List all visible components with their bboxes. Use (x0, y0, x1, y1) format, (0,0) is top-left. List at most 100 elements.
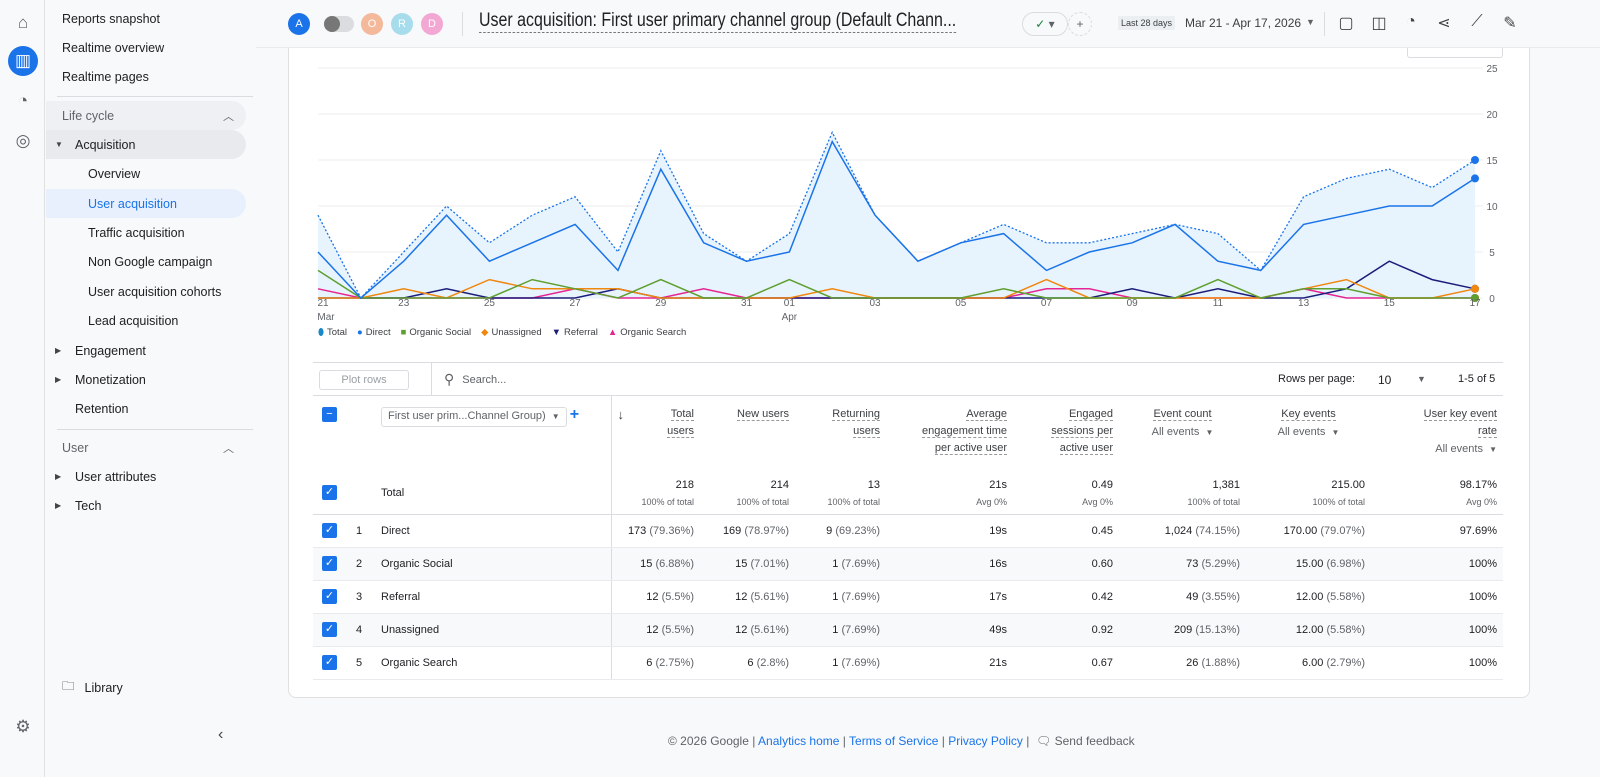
sub-value: 100% of total (1312, 496, 1365, 507)
caret-right-icon: ▶ (55, 375, 62, 384)
terms-link[interactable]: Terms of Service (849, 734, 939, 748)
privacy-link[interactable]: Privacy Policy (948, 734, 1023, 748)
label: User acquisition (88, 196, 177, 211)
value: 16s (989, 557, 1007, 570)
sidebar-item-user-acquisition-cohorts[interactable]: User acquisition cohorts (46, 277, 246, 306)
compare-icon[interactable]: ◫ (1371, 15, 1387, 32)
column-header[interactable]: Event count All events ▼ (1119, 396, 1246, 472)
date-range-picker[interactable]: Mar 21 - Apr 17, 2026 (1185, 16, 1302, 30)
search-input[interactable]: Search... (462, 373, 507, 386)
analytics-home-link[interactable]: Analytics home (758, 734, 840, 748)
table-search[interactable]: ⚲ Search... (431, 363, 731, 396)
row-name[interactable]: Direct (375, 514, 612, 548)
sidebar-item-non-google-campaign[interactable]: Non Google campaign (46, 247, 246, 276)
row-checkbox[interactable]: ✓ (322, 485, 337, 501)
status-check-dropdown[interactable]: ✓ ▾ (1022, 12, 1068, 36)
table-row[interactable]: ✓ 4 Unassigned 12 (5.5%) 12 (5.61%) 1 (7.69%)… (313, 613, 1503, 647)
sidebar-item-retention[interactable]: Retention (46, 394, 246, 423)
value: 12 (646, 623, 659, 636)
comparison-toggle[interactable] (324, 16, 354, 32)
column-header[interactable]: ↓ Total users (611, 396, 700, 472)
edit-icon[interactable]: ✎ (1503, 15, 1517, 32)
share-icon[interactable]: ⋖ (1437, 15, 1451, 32)
add-comparison-button[interactable]: + (1068, 12, 1092, 36)
cell: 100% (1371, 646, 1503, 680)
row-checkbox[interactable]: ✓ (322, 589, 337, 604)
legend-item[interactable]: ◆ Unassigned (481, 327, 541, 338)
metric-filter-dropdown[interactable]: All events ▼ (1377, 441, 1497, 458)
collapse-sidebar-icon[interactable]: ‹ (218, 726, 224, 743)
sidebar-item-user-attributes[interactable]: ▶ User attributes (46, 462, 246, 491)
legend-item[interactable]: ⬮ Total (318, 327, 347, 338)
dimension-selector[interactable]: First user prim...Channel Group) ▼ (381, 406, 567, 427)
advertising-icon[interactable]: ◎ (15, 131, 31, 150)
sidebar-item-library[interactable]: 🗀 Library (46, 673, 246, 702)
row-name[interactable]: Organic Social (375, 547, 612, 581)
comparison-avatar-d[interactable]: D (421, 13, 443, 35)
add-dimension-button[interactable]: + (569, 406, 580, 423)
insights-icon[interactable]: ◔ (1406, 13, 1416, 30)
sidebar-item-acquisition[interactable]: ▼ Acquisition (46, 130, 246, 159)
table-row[interactable]: ✓ 5 Organic Search 6 (2.75%) 6 (2.8%) 1 (7.69… (313, 646, 1503, 680)
comparison-avatar-r[interactable]: R (391, 13, 413, 35)
sidebar-item-realtime-overview[interactable]: Realtime overview (46, 33, 246, 62)
table-row[interactable]: ✓ 2 Organic Social 15 (6.88%) 15 (7.01%) 1 (7… (313, 547, 1503, 581)
row-checkbox[interactable]: ✓ (322, 622, 337, 637)
reports-icon[interactable]: ▥ (8, 46, 38, 76)
legend-item[interactable]: ▼ Referral (552, 327, 598, 338)
metric-filter-dropdown[interactable]: All events ▼ (1125, 424, 1240, 441)
row-checkbox[interactable]: ✓ (322, 523, 337, 538)
sidebar-item-tech[interactable]: ▶ Tech (46, 491, 246, 520)
table-row[interactable]: ✓ 1 Direct 173 (79.36%) 169 (78.97%) 9 (69.23… (313, 514, 1503, 548)
sub-value: Avg 0% (1466, 496, 1497, 507)
row-name[interactable]: Referral (375, 580, 612, 614)
column-header[interactable]: New users (700, 396, 795, 472)
legend-item[interactable]: ■ Organic Social (401, 327, 472, 338)
rows-per-page-select[interactable]: 10 (1378, 373, 1392, 387)
cell: 0.60 (1013, 547, 1119, 581)
page-title[interactable]: User acquisition: First user primary cha… (479, 10, 957, 33)
row-checkbox[interactable]: ✓ (322, 556, 337, 571)
comparison-avatar-a[interactable]: A (288, 13, 310, 35)
anomaly-icon[interactable]: ⟋ (1471, 13, 1483, 30)
sidebar-item-reports-snapshot[interactable]: Reports snapshot (46, 4, 246, 33)
value: 1 (832, 656, 839, 669)
column-header[interactable]: Returning users (795, 396, 886, 472)
legend-item[interactable]: ● Direct (357, 327, 391, 338)
explore-icon[interactable]: ◔ (17, 91, 29, 110)
row-checkbox[interactable]: ✓ (322, 655, 337, 670)
sidebar-item-overview[interactable]: Overview (46, 159, 246, 188)
cell: 15 (7.01%) (700, 547, 795, 581)
select-all-checkbox[interactable]: − (322, 407, 337, 422)
label: Reports snapshot (62, 11, 160, 26)
dropdown-icon: ▼ (1331, 428, 1340, 437)
column-header[interactable]: Key events All events ▼ (1246, 396, 1371, 472)
send-feedback-link[interactable]: Send feedback (1054, 734, 1135, 748)
rows-per-page-dropdown-icon[interactable]: ▼ (1417, 374, 1426, 384)
sort-desc-icon[interactable]: ↓ (617, 407, 625, 422)
section-life-cycle[interactable]: Life cycle ︿ (46, 101, 246, 130)
customize-report-icon[interactable]: ▢ (1338, 15, 1354, 32)
chart-type-selector[interactable] (1407, 42, 1503, 58)
row-name[interactable]: Unassigned (375, 613, 612, 647)
comparison-avatar-o[interactable]: O (361, 13, 383, 35)
row-name[interactable]: Organic Search (375, 646, 612, 680)
sidebar-item-lead-acquisition[interactable]: Lead acquisition (46, 306, 246, 335)
column-header[interactable]: User key event rate All events ▼ (1371, 396, 1503, 472)
column-header[interactable]: Engaged sessions per active user (1013, 396, 1119, 472)
sidebar-item-traffic-acquisition[interactable]: Traffic acquisition (46, 218, 246, 247)
plot-rows-button[interactable]: Plot rows (319, 370, 409, 390)
sidebar-item-user-acquisition[interactable]: User acquisition (46, 189, 246, 218)
value: 21s (989, 478, 1007, 491)
metric-filter-dropdown[interactable]: All events ▼ (1252, 424, 1365, 441)
sidebar-item-engagement[interactable]: ▶ Engagement (46, 336, 246, 365)
table-row[interactable]: ✓ 3 Referral 12 (5.5%) 12 (5.61%) 1 (7.69%) 17… (313, 580, 1503, 614)
date-dropdown-icon[interactable]: ▼ (1306, 17, 1315, 27)
sidebar-item-monetization[interactable]: ▶ Monetization (46, 365, 246, 394)
section-user[interactable]: User ︿ (46, 433, 246, 462)
settings-icon[interactable]: ⚙ (15, 717, 31, 736)
column-header[interactable]: Average engagement time per active user (886, 396, 1013, 472)
legend-item[interactable]: ▲ Organic Search (608, 327, 686, 338)
home-icon[interactable]: ⌂ (17, 13, 29, 32)
sidebar-item-realtime-pages[interactable]: Realtime pages (46, 62, 246, 91)
